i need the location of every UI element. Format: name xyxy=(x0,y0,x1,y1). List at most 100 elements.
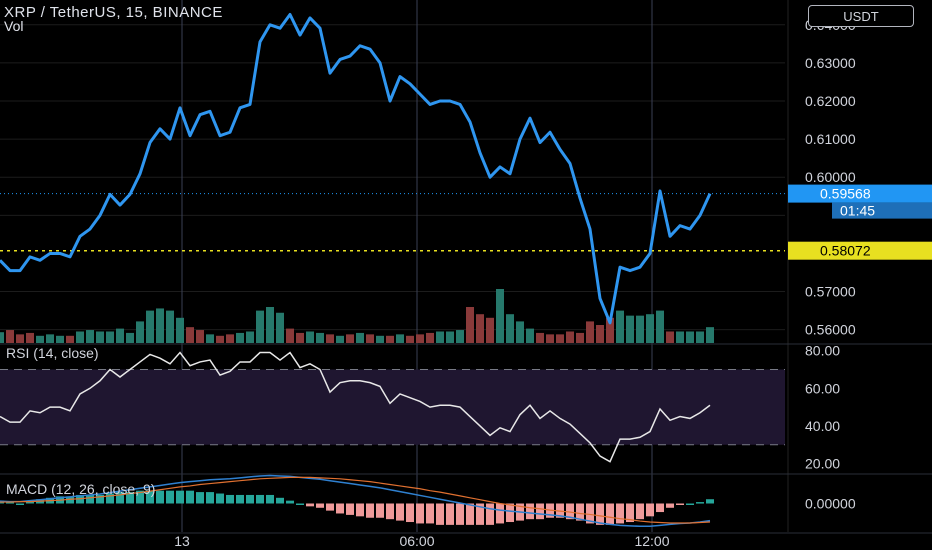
volume-bar xyxy=(286,328,294,343)
macd-histogram-bar xyxy=(386,503,394,520)
volume-bar xyxy=(296,332,304,343)
volume-bar xyxy=(536,332,544,343)
time-tick-label: 12:00 xyxy=(634,533,669,549)
macd-histogram-bar xyxy=(256,494,264,504)
volume-bar xyxy=(6,330,14,343)
price-series-line xyxy=(0,12,712,325)
volume-bar xyxy=(516,321,524,343)
macd-histogram-bar xyxy=(706,499,714,504)
price-tick-label: 0.63000 xyxy=(805,55,856,71)
volume-bar xyxy=(676,331,684,343)
macd-histogram-bar xyxy=(416,503,424,524)
volume-bar xyxy=(436,331,444,343)
volume-bar xyxy=(696,331,704,343)
rsi-tick-label: 20.00 xyxy=(805,456,840,472)
volume-bar xyxy=(666,331,674,343)
macd-histogram-bar xyxy=(146,490,154,504)
macd-histogram-bar xyxy=(156,490,164,504)
volume-bar xyxy=(476,314,484,343)
rsi-tick-label: 80.00 xyxy=(805,343,840,359)
volume-bar xyxy=(126,332,134,343)
time-tick-label: 13 xyxy=(174,533,190,549)
macd-histogram-bar xyxy=(86,494,94,504)
volume-bar xyxy=(346,334,354,343)
rsi-series-line xyxy=(0,351,711,463)
volume-bar xyxy=(596,325,604,343)
volume-bar xyxy=(96,331,104,343)
macd-label: MACD (12, 26, close, 9) xyxy=(6,481,156,497)
volume-bar xyxy=(36,335,44,343)
volume-bar xyxy=(16,334,24,343)
macd-histogram-bar xyxy=(596,503,604,525)
volume-bar xyxy=(266,307,274,343)
volume-bar xyxy=(356,332,364,343)
macd-histogram-bar xyxy=(306,503,314,507)
volume-bar xyxy=(456,330,464,343)
alert-tag xyxy=(788,241,932,260)
macd-histogram-bar xyxy=(186,490,194,504)
macd-tick-label: 0.00000 xyxy=(805,496,856,512)
volume-bar xyxy=(26,332,34,343)
volume-bar xyxy=(326,334,334,343)
price-tick-label: 0.60000 xyxy=(805,169,856,185)
macd-histogram-bar xyxy=(346,503,354,515)
macd-histogram-bar xyxy=(696,502,704,504)
volume-bar xyxy=(636,315,644,343)
volume-bar xyxy=(576,332,584,343)
volume-bar xyxy=(396,334,404,343)
volume-bar xyxy=(56,335,64,343)
price-tick-label: 0.62000 xyxy=(805,93,856,109)
rsi-band xyxy=(0,369,785,445)
currency-button[interactable]: USDT xyxy=(808,5,914,27)
macd-histogram-bar xyxy=(436,503,444,525)
macd-histogram-bar xyxy=(526,503,534,520)
macd-histogram-bar xyxy=(406,503,414,523)
macd-histogram-bar xyxy=(66,496,74,504)
volume-bar xyxy=(506,314,514,343)
volume-bar xyxy=(566,331,574,343)
macd-histogram-bar xyxy=(266,494,274,504)
volume-bar xyxy=(46,334,54,343)
rsi-tick-label: 40.00 xyxy=(805,418,840,434)
macd-histogram-bar xyxy=(166,490,174,504)
volume-bar xyxy=(626,315,634,343)
volume-bar xyxy=(406,335,414,343)
macd-histogram-bar xyxy=(236,494,244,504)
macd-histogram-bar xyxy=(176,490,184,504)
macd-histogram-bar xyxy=(566,503,574,520)
macd-histogram-bar xyxy=(646,503,654,517)
macd-histogram-bar xyxy=(96,494,104,504)
symbol-title[interactable]: XRP / TetherUS, 15, BINANCE xyxy=(4,4,223,21)
alert-price-label: 0.58072 xyxy=(820,243,871,259)
countdown-label: 01:45 xyxy=(840,203,875,219)
volume-bar xyxy=(556,334,564,343)
volume-bar xyxy=(486,317,494,343)
macd-histogram-bar xyxy=(196,492,204,504)
volume-bar xyxy=(386,335,394,343)
volume-bar xyxy=(706,327,714,343)
macd-histogram-bar xyxy=(466,503,474,525)
macd-histogram-bar xyxy=(456,503,464,525)
volume-bar xyxy=(206,334,214,343)
macd-histogram-bar xyxy=(336,503,344,514)
macd-histogram-bar xyxy=(676,503,684,505)
volume-bar xyxy=(236,332,244,343)
volume-bar xyxy=(646,314,654,343)
macd-histogram-bar xyxy=(296,503,304,505)
volume-bar xyxy=(276,312,284,343)
volume-bar xyxy=(466,307,474,343)
macd-histogram-bar xyxy=(16,503,24,505)
volume-bar xyxy=(376,335,384,343)
last-price-label: 0.59568 xyxy=(820,186,871,202)
macd-histogram-bar xyxy=(376,503,384,518)
volume-bar xyxy=(526,328,534,343)
time-tick-label: 06:00 xyxy=(399,533,434,549)
volume-bar xyxy=(76,331,84,343)
macd-histogram-bar xyxy=(656,503,664,513)
macd-histogram-bar xyxy=(426,503,434,524)
macd-histogram-bar xyxy=(286,500,294,504)
macd-histogram-bar xyxy=(586,503,594,524)
macd-histogram-bar xyxy=(106,493,114,504)
volume-label: Vol xyxy=(4,18,24,34)
